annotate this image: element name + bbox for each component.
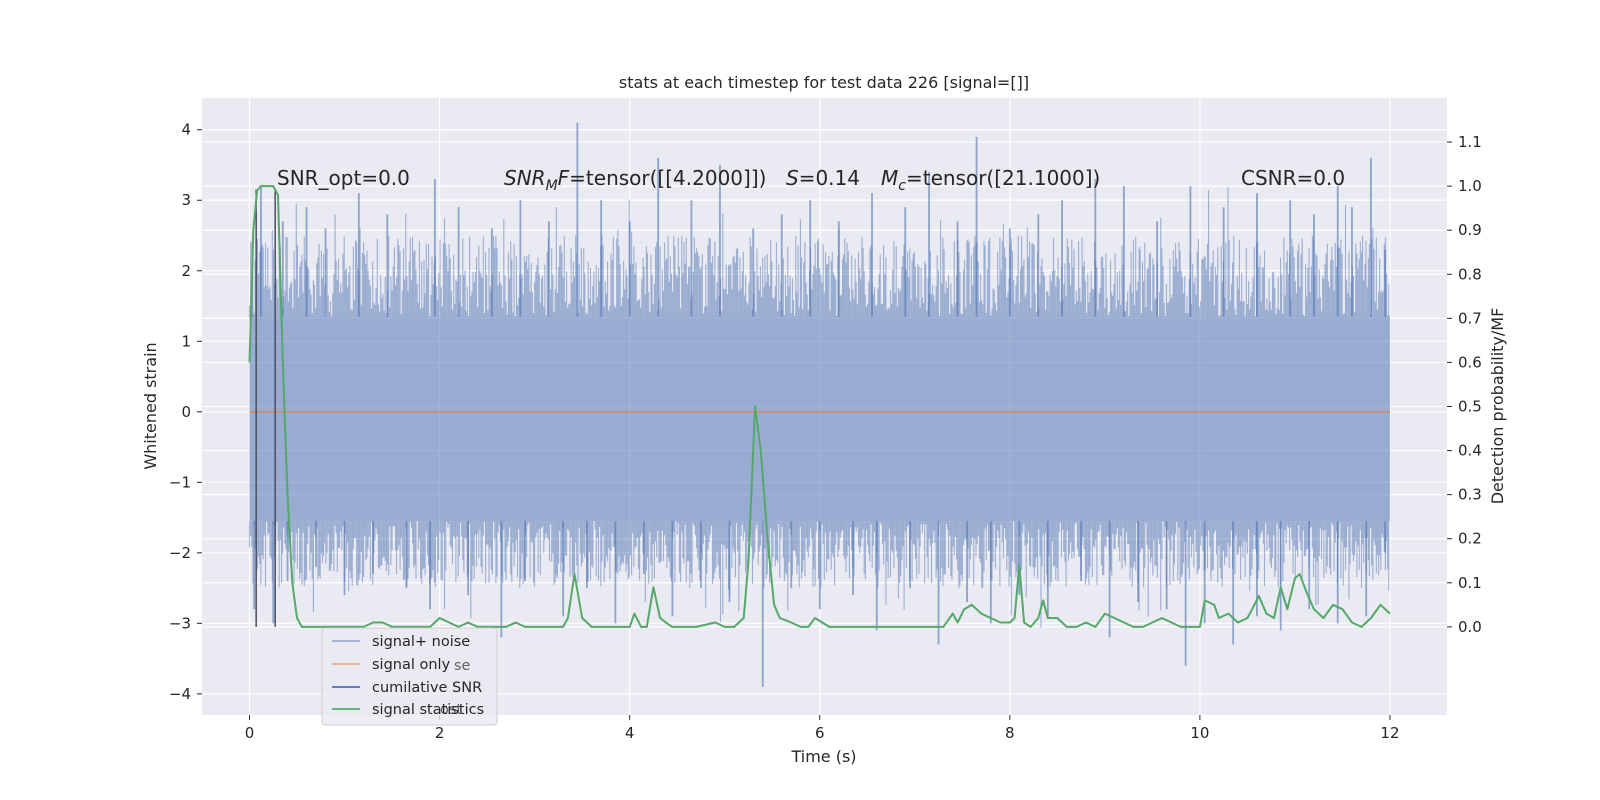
axes-ticks: 0 2 4 6 8 10 1243210−1−2−3−41.11.00.90.80.70.6… — [169, 121, 1482, 742]
y-tick-label: −4 — [169, 685, 191, 703]
y-tick-label: −1 — [169, 473, 191, 491]
y-tick-label: 4 — [181, 121, 191, 139]
y-tick-label: 3 — [181, 191, 191, 209]
x-tick-label: 8 — [1005, 724, 1015, 742]
legend-label-signal-only: signal only — [372, 657, 451, 673]
x-tick-label: 6 — [815, 724, 825, 742]
x-tick-label: 4 — [625, 724, 635, 742]
y2-tick-label: 0.8 — [1458, 265, 1482, 283]
y2-tick-label: 1.0 — [1458, 177, 1482, 195]
y2-tick-label: 0.1 — [1458, 574, 1482, 592]
x-tick-label: 2 — [435, 724, 445, 742]
annotation-mc: Mc=tensor([21.1000]) — [881, 166, 1100, 194]
legend-label-cumulative-snr: cumilative SNR — [372, 680, 482, 696]
legend-box — [321, 627, 498, 726]
y2-tick-label: 0.0 — [1458, 618, 1482, 636]
y2-tick-label: 0.4 — [1458, 442, 1482, 460]
x-tick-label: 0 — [245, 724, 255, 742]
y2-tick-label: 0.6 — [1458, 353, 1482, 371]
annotation-snr-mf: SNRMF=tensor([[4.2000]]) — [504, 166, 766, 194]
legend-label-signal-statistics: signal statistics — [372, 702, 484, 718]
y-tick-label: 2 — [181, 262, 191, 280]
snr-mf-value: =tensor([[4.2000]]) — [569, 166, 766, 190]
signal-statistics-line — [248, 185, 1391, 628]
y-tick-label: 0 — [181, 403, 191, 421]
y2-tick-label: 0.2 — [1458, 530, 1482, 548]
series-group — [248, 185, 1391, 628]
y-tick-label: −2 — [169, 544, 191, 562]
annotation-snr-opt: SNR_opt=0.0 — [277, 166, 410, 190]
s-symbol: S — [786, 166, 799, 190]
s-value: =0.14 — [799, 166, 860, 190]
y-axis-label: Whitened strain — [141, 342, 160, 469]
chart-title: stats at each timestep for test data 226… — [619, 73, 1029, 92]
mc-value: =tensor([21.1000]) — [906, 166, 1100, 190]
legend-ghost-2: ost — [440, 702, 462, 718]
signal-noise-band — [249, 316, 1390, 522]
annotation-csnr: CSNR=0.0 — [1241, 166, 1345, 190]
signal-noise-lower-spikes — [248, 521, 1390, 628]
legend: se ost signal+ noise signal only cumilat… — [321, 627, 498, 726]
snr-mf-subscript: M — [546, 178, 558, 194]
y2-tick-label: 0.9 — [1458, 221, 1482, 239]
y2-tick-label: 1.1 — [1458, 133, 1482, 151]
y-tick-label: −3 — [169, 614, 191, 632]
x-tick-label: 12 — [1380, 724, 1399, 742]
y2-tick-label: 0.7 — [1458, 309, 1482, 327]
x-tick-label: 10 — [1190, 724, 1209, 742]
legend-label-signal-noise: signal+ noise — [372, 634, 470, 650]
mc-subscript: c — [898, 178, 906, 194]
mc-symbol: M — [881, 166, 898, 190]
x-axis-label: Time (s) — [790, 747, 856, 766]
y2-tick-label: 0.5 — [1458, 398, 1482, 416]
snr-mf-symbol: SNR — [504, 166, 546, 190]
y-tick-label: 1 — [181, 332, 191, 350]
annotation-s: S=0.14 — [786, 166, 860, 190]
snr-mf-f: F — [558, 166, 570, 190]
y2-axis-label: Detection probability/MF — [1488, 308, 1507, 505]
y2-tick-label: 0.3 — [1458, 486, 1482, 504]
legend-ghost-1: se — [454, 658, 471, 674]
signal-noise-series — [248, 122, 1390, 687]
